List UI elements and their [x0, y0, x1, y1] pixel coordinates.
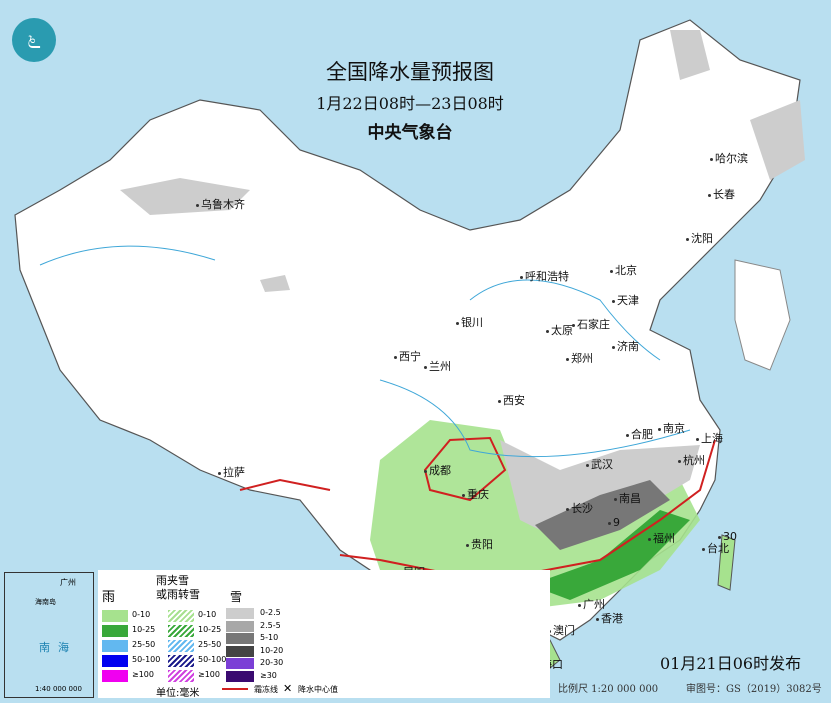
- korea-land: [734, 259, 791, 371]
- legend-mix-title: 雨夹雪: [156, 574, 189, 587]
- legend-swatch-mix: [168, 670, 194, 682]
- city-label: 呼和浩特: [520, 268, 569, 284]
- city-label: 重庆: [462, 486, 489, 502]
- legend-swatch-rain: [102, 655, 128, 667]
- city-label: 成都: [424, 462, 451, 478]
- city-label: 兰州: [424, 358, 451, 374]
- legend-snow-title: 雪: [230, 590, 243, 604]
- precip-center-value: 30: [718, 530, 737, 543]
- city-label: 合肥: [626, 426, 653, 442]
- city-label: 天津: [612, 292, 639, 308]
- city-label: 福州: [648, 530, 675, 546]
- freezing-line-symbol: [222, 688, 248, 690]
- legend-swatch-snow: [226, 608, 254, 619]
- city-label: 南昌: [614, 490, 641, 506]
- legend-label-mix: 10-25: [198, 625, 222, 634]
- inset-city: 广州: [60, 578, 76, 587]
- city-label: 南京: [658, 420, 685, 436]
- legend-label-snow: 10-20: [260, 645, 284, 655]
- precip-center-value: 9: [608, 516, 620, 529]
- city-label: 贵阳: [466, 536, 493, 552]
- city-label: 沈阳: [686, 230, 713, 246]
- legend-label-snow: 2.5-5: [260, 620, 281, 630]
- city-label: 澳门: [548, 622, 575, 638]
- city-label: 西宁: [394, 348, 421, 364]
- city-label: 太原: [546, 322, 573, 338]
- legend-swatch-mix: [168, 640, 194, 652]
- city-label: 银川: [456, 314, 483, 330]
- inset-island: 海南岛: [35, 598, 56, 606]
- city-label: 长沙: [566, 500, 593, 516]
- south-china-sea-inset: 广州 海南岛 南海 1:40 000 000: [4, 572, 94, 698]
- legend-swatch-snow: [226, 645, 254, 657]
- legend-label-rain: 50-100: [132, 655, 161, 664]
- legend-swatch-rain: [102, 610, 128, 622]
- legend-swatch-snow: [226, 633, 254, 644]
- city-label: 济南: [612, 338, 639, 354]
- city-label: 拉萨: [218, 464, 245, 480]
- issue-time: 01月21日06时发布: [660, 654, 802, 673]
- legend-label-rain: 10-25: [132, 625, 156, 634]
- center-label: 降水中心值: [298, 685, 338, 694]
- rivers: [39, 245, 691, 458]
- city-label: 武汉: [586, 456, 613, 472]
- legend-label-snow: 0-2.5: [260, 608, 281, 617]
- center-x-icon: ✕: [283, 682, 293, 695]
- snow-area-light: [500, 440, 700, 540]
- issuer: 中央气象台: [367, 123, 453, 143]
- inset-sea: 南海: [39, 641, 77, 654]
- legend-swatch-rain: [102, 640, 128, 652]
- legend-swatch-mix: [168, 610, 194, 622]
- legend-swatch-snow: [226, 670, 254, 682]
- legend-label-rain: 25-50: [132, 640, 156, 649]
- city-label: 乌鲁木齐: [196, 196, 245, 212]
- freezing-line: [239, 436, 716, 577]
- city-label: 香港: [596, 610, 623, 626]
- legend-swatch-mix: [168, 655, 194, 667]
- legend-label-snow: 20-30: [260, 658, 284, 667]
- map-scale: 比例尺 1:20 000 000: [558, 684, 659, 695]
- cma-logo: ೬: [12, 18, 56, 62]
- legend-swatch-mix: [168, 625, 194, 637]
- legend-label-snow: 5-10: [260, 633, 279, 642]
- legend-label-mix: 50-100: [198, 655, 227, 664]
- legend-swatch-snow: [226, 620, 254, 632]
- city-label: 北京: [610, 262, 637, 278]
- city-label: 台北: [702, 540, 729, 556]
- city-label: 郑州: [566, 350, 593, 366]
- city-label: 上海: [696, 430, 723, 446]
- legend-label-mix: 0-10: [198, 610, 217, 619]
- legend-label-rain: ≥100: [132, 670, 154, 679]
- legend-label-mix: ≥100: [198, 670, 220, 679]
- map-approval-number: 审图号：GS（2019）3082号: [686, 684, 822, 695]
- map-title: 全国降水量预报图: [326, 60, 494, 84]
- legend-swatch-snow: [226, 658, 254, 669]
- legend-unit: 单位:毫米: [156, 688, 200, 699]
- freezing-line-label: 霜冻线: [254, 685, 278, 694]
- city-label: 杭州: [678, 452, 705, 468]
- city-label: 西安: [498, 392, 525, 408]
- legend-swatch-rain: [102, 625, 128, 637]
- city-label: 哈尔滨: [710, 150, 748, 166]
- legend-label-snow: ≥30: [260, 670, 277, 680]
- forecast-period: 1月22日08时—23日08时: [316, 94, 504, 113]
- legend-rain-title: 雨: [102, 590, 116, 605]
- legend-mix-title2: 或雨转雪: [156, 588, 200, 601]
- city-label: 广州: [578, 596, 605, 612]
- legend-swatch-rain: [102, 670, 128, 682]
- legend: 雨 雨夹雪 或雨转雪 雪 0-10 10-25 25-50 50-100 ≥100 0-1…: [98, 570, 550, 699]
- city-label: 石家庄: [572, 316, 610, 332]
- legend-label-mix: 25-50: [198, 640, 222, 649]
- city-label: 长春: [708, 186, 735, 202]
- legend-label-rain: 0-10: [132, 610, 151, 619]
- inset-scale: 1:40 000 000: [35, 685, 82, 693]
